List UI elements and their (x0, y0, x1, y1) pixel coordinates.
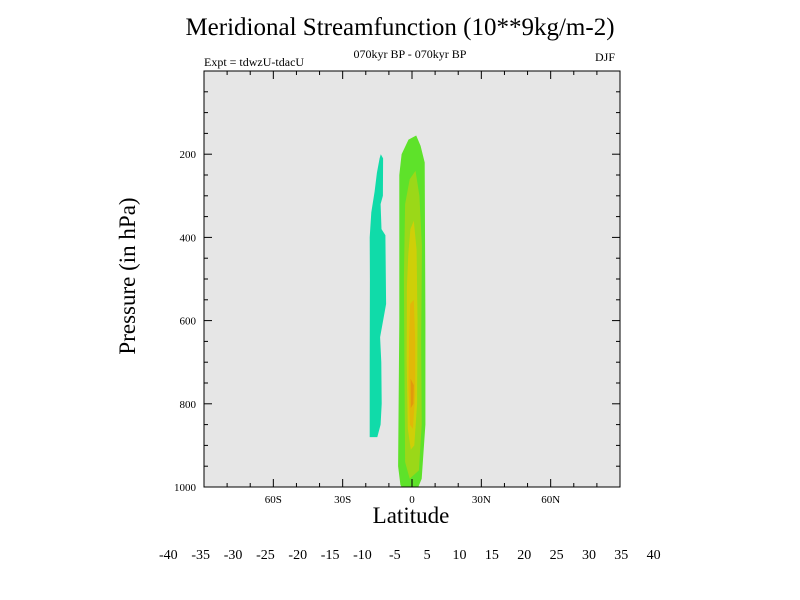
y-tick-label: 1000 (174, 482, 197, 494)
colorbar-label: 30 (582, 548, 596, 563)
colorbar-label: -10 (353, 548, 372, 563)
chart-subtitle: 070kyr BP - 070kyr BP (353, 47, 467, 61)
colorbar-label: -40 (159, 548, 178, 563)
colorbar-label: -15 (321, 548, 340, 563)
x-tick-label: 60S (265, 494, 282, 506)
colorbar-label: -35 (191, 548, 210, 563)
colorbar-label: -5 (389, 548, 401, 563)
x-tick-label: 30S (334, 494, 351, 506)
season-label: DJF (595, 50, 616, 64)
x-tick-label: 30N (472, 494, 491, 506)
experiment-label: Expt = tdwzU-tdacU (204, 55, 305, 69)
colorbar-label: 5 (424, 548, 431, 563)
colorbar-label: -20 (288, 548, 307, 563)
colorbar-label: 10 (453, 548, 467, 563)
chart-title: Meridional Streamfunction (10**9kg/m-2) (185, 14, 615, 41)
x-tick-label: 0 (409, 494, 415, 506)
axis-ticks: 60S 30S 0 30N 60N 200 400 600 800 1000 (174, 71, 620, 506)
colorbar-label: -25 (256, 548, 275, 563)
colorbar: -40 -35 -30 -25 -20 -15 -10 -5 5 10 15 20 25 30 35 40 (159, 548, 661, 563)
colorbar-label: -30 (224, 548, 243, 563)
y-tick-label: 400 (180, 232, 197, 244)
y-tick-label: 200 (180, 149, 197, 161)
colorbar-label: 40 (647, 548, 661, 563)
contour-region-negative-5-to-10 (369, 154, 387, 438)
y-tick-label: 800 (180, 399, 197, 411)
contour-regions (369, 135, 426, 487)
contour-region-positive-25-to-30 (410, 378, 414, 408)
colorbar-label: 35 (614, 548, 628, 563)
x-axis-label: Latitude (372, 503, 450, 528)
colorbar-label: 15 (485, 548, 499, 563)
colorbar-label: 20 (517, 548, 531, 563)
colorbar-label: 25 (550, 548, 564, 563)
x-tick-label: 60N (541, 494, 560, 506)
y-tick-label: 600 (180, 316, 197, 328)
